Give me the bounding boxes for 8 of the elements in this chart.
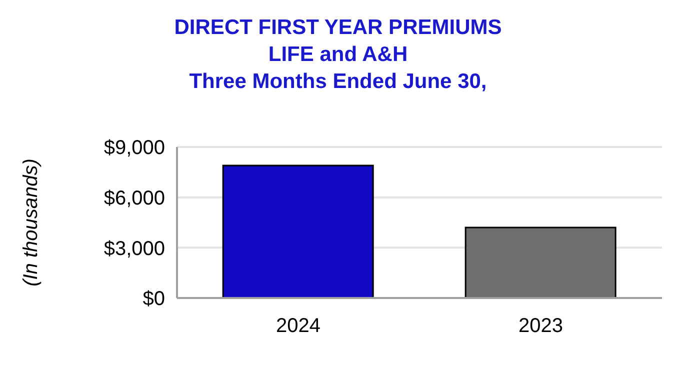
x-tick-label: 2023: [518, 315, 563, 338]
y-tick-label: $6,000: [104, 187, 165, 210]
y-axis-title: (In thousands): [20, 158, 42, 286]
chart-title: DIRECT FIRST YEAR PREMIUMS LIFE and A&H Three Months Ended June 30,: [173, 15, 503, 95]
x-tick-label: 2024: [276, 315, 320, 338]
y-tick-label: $0: [142, 288, 165, 310]
y-tick-label: $3,000: [104, 238, 165, 260]
y-tick-label: $9,000: [104, 137, 165, 160]
